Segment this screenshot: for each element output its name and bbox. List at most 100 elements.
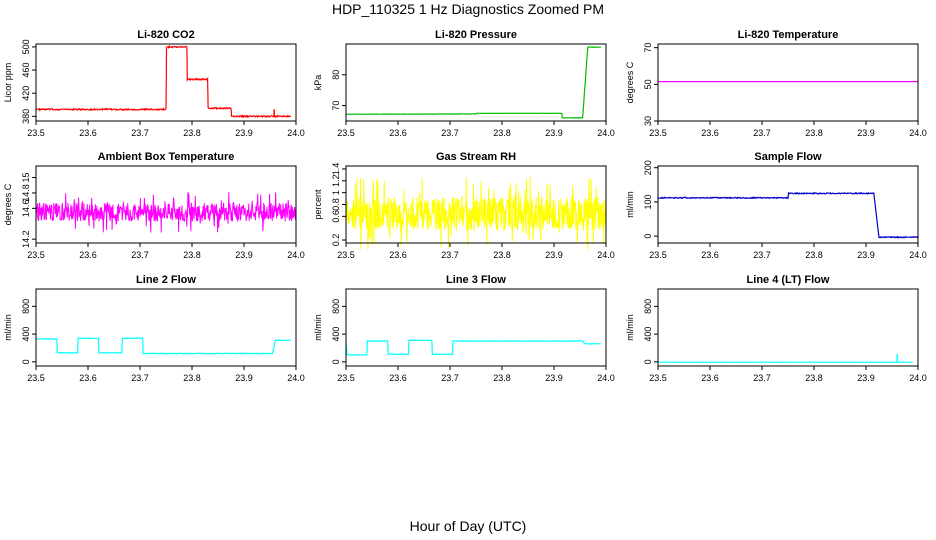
panel-6: Line 2 Flow ml/min 23.5 23.6 23.7 23.8 23.9 24.… bbox=[3, 274, 305, 383]
x-tick-label: 23.9 bbox=[857, 250, 875, 260]
panel-title: Li-820 CO2 bbox=[137, 29, 194, 41]
y-tick-label: 0.8 bbox=[331, 198, 341, 211]
series-line bbox=[36, 337, 291, 355]
y-axis-label: degrees C bbox=[625, 61, 635, 103]
y-axis-label: ml/min bbox=[625, 191, 635, 218]
x-tick-label: 23.6 bbox=[79, 250, 97, 260]
y-axis-label: ml/min bbox=[3, 314, 13, 341]
y-tick-label: 1 bbox=[331, 190, 341, 195]
panel-7: Line 3 Flow ml/min 23.5 23.6 23.7 23.8 23.9 24.… bbox=[313, 274, 615, 383]
y-tick-label: 15 bbox=[21, 173, 31, 183]
y-tick-label: 800 bbox=[643, 299, 653, 314]
x-tick-label: 24.0 bbox=[597, 250, 615, 260]
x-tick-label: 24.0 bbox=[597, 373, 615, 383]
panel-5: Sample Flow ml/min 23.5 23.6 23.7 23.8 23.9 24.… bbox=[625, 151, 927, 260]
panel-title: Ambient Box Temperature bbox=[98, 151, 235, 163]
series-line bbox=[345, 339, 601, 356]
y-tick-label: 800 bbox=[331, 299, 341, 314]
y-axis-label: Licor ppm bbox=[3, 63, 13, 103]
x-tick-label: 23.9 bbox=[235, 373, 253, 383]
panel-8: Line 4 (LT) Flow ml/min 23.5 23.6 23.7 23.8 23… bbox=[625, 274, 927, 383]
x-tick-label: 23.5 bbox=[27, 128, 45, 138]
x-tick-label: 23.9 bbox=[545, 250, 563, 260]
panel-frame bbox=[345, 288, 607, 367]
panel-frame bbox=[657, 288, 919, 367]
y-tick-label: 400 bbox=[643, 327, 653, 342]
page-title: HDP_110325 1 Hz Diagnostics Zoomed PM bbox=[331, 1, 605, 17]
x-tick-label: 24.0 bbox=[287, 373, 305, 383]
x-tick-label: 23.7 bbox=[441, 250, 459, 260]
panel-title: Gas Stream RH bbox=[436, 151, 516, 163]
x-tick-label: 23.5 bbox=[337, 373, 355, 383]
x-tick-label: 23.7 bbox=[441, 128, 459, 138]
x-tick-label: 23.6 bbox=[389, 250, 407, 260]
y-tick-label: 200 bbox=[643, 160, 653, 175]
x-tick-label: 23.8 bbox=[493, 373, 511, 383]
x-tick-label: 23.8 bbox=[805, 128, 823, 138]
x-tick-label: 24.0 bbox=[597, 128, 615, 138]
x-tick-label: 23.7 bbox=[131, 250, 149, 260]
panel-title: Li-820 Pressure bbox=[435, 29, 517, 41]
y-tick-label: 1.4 bbox=[331, 163, 341, 176]
y-tick-label: 1.2 bbox=[331, 175, 341, 188]
series-line bbox=[35, 191, 297, 233]
y-tick-label: 0 bbox=[643, 359, 653, 364]
x-tick-label: 23.5 bbox=[649, 128, 667, 138]
x-tick-label: 23.8 bbox=[805, 373, 823, 383]
x-tick-label: 23.8 bbox=[183, 128, 201, 138]
x-tick-label: 23.9 bbox=[857, 373, 875, 383]
y-tick-label: 0.6 bbox=[331, 210, 341, 223]
y-axis-label: percent bbox=[313, 189, 323, 220]
x-tick-label: 23.6 bbox=[701, 250, 719, 260]
series-line bbox=[345, 176, 607, 250]
y-tick-label: 0 bbox=[21, 359, 31, 364]
x-tick-label: 23.7 bbox=[441, 373, 459, 383]
y-tick-label: 14.2 bbox=[21, 230, 31, 248]
x-tick-label: 23.9 bbox=[235, 128, 253, 138]
x-tick-label: 23.5 bbox=[649, 250, 667, 260]
x-tick-label: 24.0 bbox=[909, 373, 927, 383]
x-tick-label: 23.7 bbox=[131, 128, 149, 138]
x-tick-label: 23.6 bbox=[389, 128, 407, 138]
y-tick-label: 100 bbox=[643, 194, 653, 209]
x-tick-label: 23.9 bbox=[545, 373, 563, 383]
x-tick-label: 23.6 bbox=[79, 128, 97, 138]
x-tick-label: 23.5 bbox=[27, 373, 45, 383]
y-axis-label: ml/min bbox=[313, 314, 323, 341]
y-tick-label: 0.2 bbox=[331, 234, 341, 247]
y-tick-label: 0 bbox=[331, 359, 341, 364]
y-axis-label: degrees C bbox=[3, 183, 13, 225]
y-tick-label: 30 bbox=[643, 116, 653, 126]
panel-title: Sample Flow bbox=[754, 151, 822, 163]
panel-frame bbox=[657, 165, 919, 244]
y-tick-label: 14.6 bbox=[21, 200, 31, 218]
y-tick-label: 400 bbox=[331, 327, 341, 342]
panel-frame bbox=[35, 165, 297, 244]
x-axis-label: Hour of Day (UTC) bbox=[409, 518, 527, 534]
x-tick-label: 23.8 bbox=[183, 373, 201, 383]
panel-frame bbox=[345, 43, 607, 122]
x-tick-label: 23.9 bbox=[857, 128, 875, 138]
y-tick-label: 800 bbox=[21, 299, 31, 314]
x-tick-label: 23.7 bbox=[131, 373, 149, 383]
y-tick-label: 80 bbox=[331, 70, 341, 80]
y-tick-label: 70 bbox=[643, 43, 653, 53]
x-tick-label: 23.6 bbox=[389, 373, 407, 383]
x-tick-label: 23.8 bbox=[493, 250, 511, 260]
panel-title: Line 4 (LT) Flow bbox=[747, 274, 830, 286]
y-tick-label: 50 bbox=[643, 79, 653, 89]
x-tick-label: 23.7 bbox=[753, 373, 771, 383]
x-tick-label: 23.8 bbox=[493, 128, 511, 138]
y-tick-label: 460 bbox=[21, 63, 31, 78]
y-axis-label: ml/min bbox=[625, 314, 635, 341]
y-tick-label: 400 bbox=[21, 327, 31, 342]
x-tick-label: 24.0 bbox=[287, 128, 305, 138]
x-tick-label: 23.8 bbox=[805, 250, 823, 260]
y-tick-label: 420 bbox=[21, 86, 31, 101]
panel-4: Gas Stream RH percent 23.5 23.6 23.7 23.8 23.9… bbox=[313, 151, 615, 260]
y-tick-label: 0 bbox=[643, 234, 653, 239]
x-tick-label: 24.0 bbox=[909, 250, 927, 260]
panel-frame bbox=[35, 43, 297, 122]
panel-1: Li-820 Pressure kPa 23.5 23.6 23.7 23.8 23.9 24… bbox=[313, 29, 615, 138]
x-tick-label: 23.9 bbox=[235, 250, 253, 260]
